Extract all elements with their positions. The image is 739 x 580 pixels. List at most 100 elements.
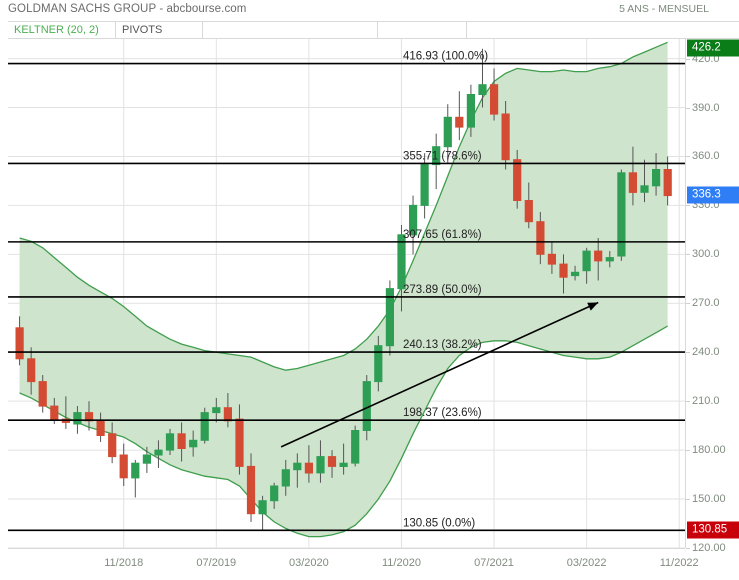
price-chart-plot[interactable]: 416.93 (100.0%) 355.71 (78.6%) 307.65 (61.… [8,39,685,548]
indicator-slot-4[interactable] [378,22,467,39]
candle-body[interactable] [270,485,279,502]
candle-body[interactable] [108,433,117,458]
price-tick-label: 120.00 [692,542,726,554]
candle-body[interactable] [351,430,360,464]
candle-body[interactable] [432,146,441,166]
indicator-slot-5[interactable] [467,22,739,39]
candle-body[interactable] [466,94,475,128]
candle-body[interactable] [212,407,221,414]
candle-body[interactable] [513,159,522,201]
price-tick-label: 150.00 [692,493,726,506]
price-tick-label: 180.00 [692,444,726,457]
candle-body[interactable] [663,169,672,197]
price-tick-mark [686,548,690,549]
candle-body[interactable] [304,462,313,474]
candle-body[interactable] [409,204,418,236]
candle-body[interactable] [246,465,256,515]
candle-body[interactable] [50,405,59,420]
candle-body[interactable] [397,234,406,290]
trendline[interactable] [280,301,599,448]
chart-header: GOLDMAN SACHS GROUP - abcbourse.com 5 AN… [0,0,739,22]
keltner-upper-line [19,41,668,371]
fib-level-label: 416.93 (100.0%) [403,51,488,63]
candle-body[interactable] [571,271,580,277]
price-tick-mark [686,450,690,452]
candle-body[interactable] [200,412,209,441]
price-tick-label: 300.0 [692,248,720,261]
candle-body[interactable] [605,257,614,262]
price-tick-mark [686,499,690,501]
candle-body[interactable] [594,250,603,262]
indicator-bar: KELTNER (20, 2) PIVOTS [8,21,739,39]
low-badge[interactable]: 130.85 [687,521,739,539]
candle-body[interactable] [374,345,383,383]
candle-body[interactable] [478,84,487,96]
candle-body[interactable] [455,116,464,128]
candle-body[interactable] [652,169,661,187]
candle-body[interactable] [281,469,290,487]
candle-body[interactable] [223,407,233,422]
indicator-pivots[interactable]: PIVOTS [116,22,203,39]
candle-body[interactable] [131,462,140,479]
price-tick-mark [686,205,690,207]
candle-body[interactable] [293,462,302,471]
candle-body[interactable] [339,462,348,468]
candle-body[interactable] [640,185,649,193]
price-tick-label: 270.0 [692,297,720,310]
fib-level-label: 198.37 (23.6%) [403,407,482,419]
price-tick-mark [686,303,690,305]
candle-body[interactable] [524,200,533,223]
candle-body[interactable] [327,456,337,467]
candle-body[interactable] [420,164,429,206]
candle-body[interactable] [73,412,82,425]
price-tick-label: 210.0 [692,395,720,408]
price-axis[interactable]: 420.0 390.0 360.0 330.0 300.0 270.0 240.0 210.0… [685,39,739,554]
date-tick-label: 07/2021 [474,557,514,569]
candle-body[interactable] [582,250,591,272]
price-tick-mark [686,107,690,109]
candle-body[interactable] [617,172,626,257]
indicator-keltner[interactable]: KELTNER (20, 2) [8,22,116,39]
indicator-slot-3[interactable] [203,22,378,39]
candle-body[interactable] [27,358,36,383]
candle-body[interactable] [154,449,163,456]
fib-level-label: 273.89 (50.0%) [403,284,482,296]
candle-body[interactable] [316,456,325,474]
candle-body[interactable] [443,116,452,148]
date-tick-label: 07/2019 [196,557,237,569]
candle-body[interactable] [385,288,394,347]
candle-body[interactable] [258,500,267,515]
candle-body[interactable] [235,418,244,467]
candle-body[interactable] [559,263,568,278]
candle-body[interactable] [165,433,175,451]
candle-body[interactable] [501,113,510,161]
candle-body[interactable] [15,327,24,360]
candle-body[interactable] [547,253,556,265]
period-label: 5 ANS - MENSUEL [619,3,709,15]
candle-body[interactable] [119,454,128,479]
date-tick-label: 03/2022 [566,557,607,569]
fib-level-label: 355.71 (78.6%) [403,151,482,163]
candle-body[interactable] [38,381,47,407]
price-tick-label: 390.0 [692,101,720,114]
fib-level-label: 307.65 (61.8%) [403,229,482,241]
fib-level-label: 130.85 (0.0%) [403,517,475,529]
candlestick-svg: 416.93 (100.0%) 355.71 (78.6%) 307.65 (61.… [8,39,685,548]
candle-body[interactable] [490,84,499,115]
price-tick-mark [686,352,690,354]
candle-body[interactable] [142,454,152,464]
candle-body[interactable] [189,439,198,448]
last-badge[interactable]: 336.3 [687,186,739,204]
candle-body[interactable] [628,172,637,193]
date-tick-label: 11/2022 [659,557,699,569]
candle-body[interactable] [536,221,545,255]
date-tick-label: 11/2020 [381,557,421,569]
keltner-lower-line [19,325,668,538]
date-tick-label: 11/2018 [104,557,144,569]
candle-body[interactable] [96,420,105,436]
candle-body[interactable] [177,433,186,449]
high-badge[interactable]: 426.2 [687,39,739,57]
date-axis[interactable]: 11/2018 07/2019 03/2020 11/2020 07/2021 03/20… [8,548,699,580]
price-tick-mark [686,401,690,403]
